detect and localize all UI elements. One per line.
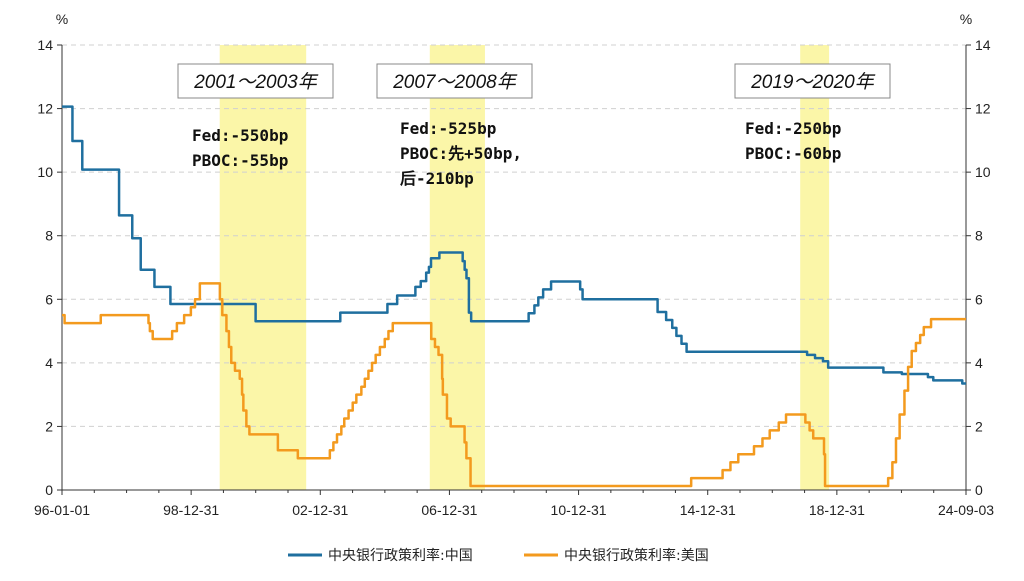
x-tick-label: 14-12-31 xyxy=(680,502,736,518)
highlight-band xyxy=(429,45,485,490)
highlight-bands xyxy=(219,45,830,490)
x-tick-label: 06-12-31 xyxy=(421,502,477,518)
x-tick-label: 10-12-31 xyxy=(551,502,607,518)
period-note: PBOC:-55bp xyxy=(192,151,288,170)
highlight-band xyxy=(219,45,307,490)
y-tick-label-right: 0 xyxy=(975,482,983,498)
y-tick-label-right: 8 xyxy=(975,228,983,244)
period-note: 后-210bp xyxy=(400,169,474,188)
axes: 0 0 2 2 4 4 6 6 8 8 10 10 12 12 14 14% % 96-01-01 98-12-31… xyxy=(34,11,994,518)
y-tick-label-left: 14 xyxy=(37,37,53,53)
period-note: PBOC:先+50bp, xyxy=(400,144,522,163)
x-tick-label: 96-01-01 xyxy=(34,502,90,518)
y-tick-label-left: 0 xyxy=(45,482,53,498)
y-tick-label-left: 6 xyxy=(45,291,53,307)
period-label: 2001～2003年 xyxy=(193,71,319,93)
y-tick-label-left: 8 xyxy=(45,228,53,244)
series-lines xyxy=(61,105,967,488)
period-note: Fed:-550bp xyxy=(192,126,288,145)
period-note: Fed:-250bp xyxy=(745,119,841,138)
y-tick-label-left: 10 xyxy=(37,164,53,180)
series-line-us xyxy=(62,282,966,488)
y-tick-label-left: 2 xyxy=(45,418,53,434)
y-tick-label-right: 6 xyxy=(975,291,983,307)
y-unit-left: % xyxy=(56,11,68,27)
x-tick-label: 02-12-31 xyxy=(292,502,348,518)
y-tick-label-right: 12 xyxy=(975,101,991,117)
y-tick-label-right: 10 xyxy=(975,164,991,180)
x-tick-label: 98-12-31 xyxy=(163,502,219,518)
period-label: 2007～2008年 xyxy=(392,71,518,93)
period-label-box xyxy=(177,63,334,99)
legend: 中央银行政策利率:中国 中央银行政策利率:美国 xyxy=(288,547,709,564)
grid-lines xyxy=(62,44,966,427)
y-tick-label-left: 4 xyxy=(45,355,53,371)
period-label: 2019～2020年 xyxy=(750,71,876,93)
period-note: PBOC:-60bp xyxy=(745,144,841,163)
period-note: Fed:-525bp xyxy=(400,119,496,138)
x-tick-label: 18-12-31 xyxy=(809,502,865,518)
y-tick-label-left: 12 xyxy=(37,101,53,117)
period-label-box xyxy=(734,63,891,99)
legend-label-us: 中央银行政策利率:美国 xyxy=(564,547,709,564)
y-unit-right: % xyxy=(960,11,972,27)
period-annotations: 2001～2003年 Fed:-550bp PBOC:-55bp 2007～2008年… xyxy=(177,63,891,188)
legend-label-china: 中央银行政策利率:中国 xyxy=(328,547,473,564)
period-label-box xyxy=(376,63,533,99)
y-tick-label-right: 2 xyxy=(975,418,983,434)
x-tick-label: 24-09-03 xyxy=(938,502,994,518)
series-line-china xyxy=(62,105,966,385)
y-tick-label-right: 4 xyxy=(975,355,983,371)
y-tick-label-right: 14 xyxy=(975,37,991,53)
